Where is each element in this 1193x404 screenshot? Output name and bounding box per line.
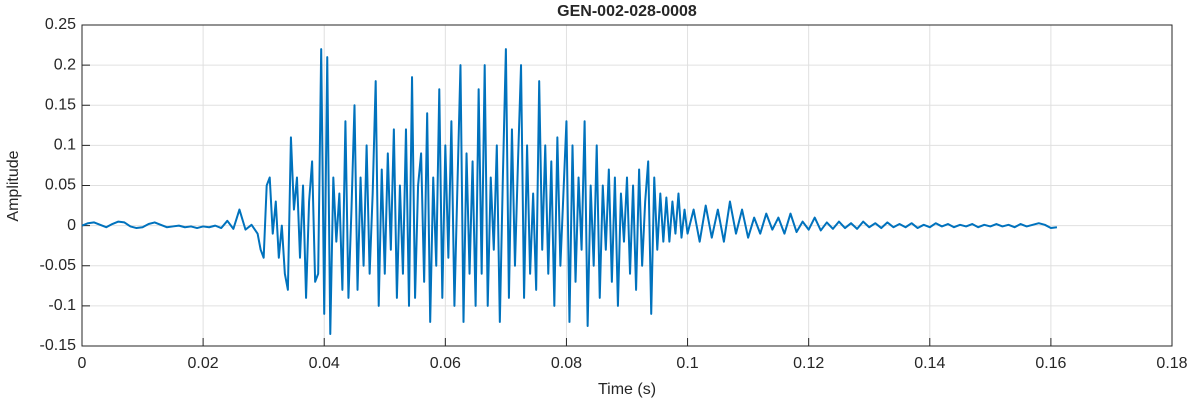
y-tick-label: 0.1	[54, 137, 76, 154]
y-tick-label: -0.15	[40, 337, 77, 354]
x-tick-label: 0.06	[430, 355, 461, 372]
x-tick-label: 0.08	[551, 355, 582, 372]
y-tick-label: -0.1	[48, 297, 76, 314]
chart-title: GEN-002-028-0008	[557, 3, 697, 20]
x-tick-label: 0.18	[1156, 355, 1187, 372]
waveform-line	[81, 48, 1058, 335]
x-tick-label: 0.02	[188, 355, 219, 372]
y-tick-label: -0.05	[40, 257, 77, 274]
x-tick-label: 0.04	[309, 355, 340, 372]
y-tick-label: 0.05	[45, 177, 76, 194]
y-tick-label: 0	[67, 217, 76, 234]
y-tick-label: 0.25	[45, 16, 76, 33]
x-tick-label: 0.1	[676, 355, 698, 372]
y-tick-label: 0.15	[45, 96, 76, 113]
x-axis-label: Time (s)	[598, 381, 656, 398]
y-axis-label: Amplitude	[5, 150, 22, 221]
x-tick-label: 0	[78, 355, 87, 372]
axes-box	[81, 24, 1173, 347]
x-tick-label: 0.14	[914, 355, 945, 372]
x-tick-label: 0.16	[1035, 355, 1066, 372]
y-tick-label: 0.2	[54, 56, 76, 73]
x-tick-label: 0.12	[793, 355, 824, 372]
